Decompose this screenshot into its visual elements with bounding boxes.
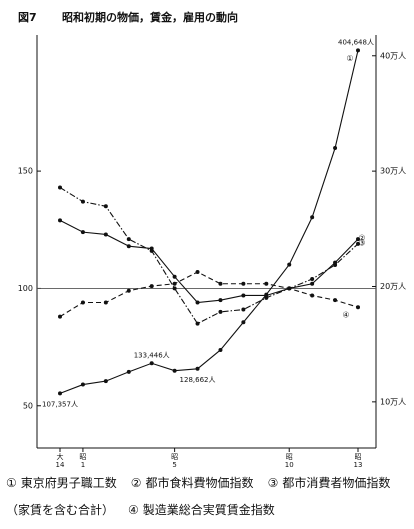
point: [172, 281, 177, 286]
point: [310, 277, 315, 282]
point: [241, 320, 246, 325]
value-label: 107,357人: [42, 400, 78, 408]
point: [172, 274, 177, 279]
point: [149, 361, 154, 366]
figure-label: 図7: [18, 10, 37, 24]
x-tick-label: 昭 13: [353, 453, 363, 469]
point: [333, 260, 338, 265]
point: [58, 314, 62, 319]
y-tick-label: 100: [18, 284, 33, 293]
point: [333, 146, 338, 151]
legend-label: 東京府男子職工数: [20, 476, 117, 490]
point: [103, 379, 108, 384]
point: [195, 366, 200, 371]
point: [287, 262, 292, 267]
point: [356, 48, 360, 53]
point: [172, 368, 177, 373]
point: [103, 232, 108, 237]
value-label: 133,446人: [134, 351, 170, 359]
value-label: 404,648人: [338, 38, 374, 46]
point: [126, 369, 131, 374]
x-tick-label: 大 14: [55, 453, 65, 469]
point: [264, 281, 269, 286]
series-marker: ③: [358, 239, 365, 248]
series-marker: ②: [358, 233, 365, 242]
point: [58, 218, 62, 223]
point: [310, 281, 315, 286]
point: [172, 286, 177, 291]
point: [103, 204, 108, 209]
point: [80, 300, 85, 305]
point: [195, 321, 200, 326]
point: [58, 185, 62, 190]
series-line: [59, 219, 359, 304]
series-line: [59, 50, 359, 394]
legend-marker: ②: [130, 476, 142, 490]
point: [356, 241, 360, 246]
point: [241, 307, 246, 312]
series-marker: ④: [342, 311, 349, 320]
point: [126, 237, 131, 242]
point: [218, 309, 223, 314]
point: [218, 298, 223, 303]
point: [80, 199, 85, 204]
y-tick-label: 50: [23, 401, 33, 410]
legend-marker: ④: [128, 503, 139, 517]
point: [356, 305, 360, 310]
chart-title: 昭和初期の物価，賃金，雇用の動向: [62, 10, 238, 24]
point: [149, 246, 154, 251]
point: [149, 284, 154, 289]
legend-marker: ①: [6, 476, 17, 490]
legend-label: 製造業総合実質賃金指数: [142, 503, 275, 517]
legend: ① 東京府男子職工数 ② 都市食料費物価指数 ③ 都市消費者物価指数（家賃を含む合計） ④ 製…: [6, 470, 410, 524]
point: [218, 281, 223, 286]
y-tick-label: 150: [18, 167, 33, 176]
y2-tick-label: 30万人: [380, 167, 406, 176]
point: [58, 391, 62, 396]
point: [80, 382, 85, 387]
series-line: [59, 271, 359, 318]
y2-tick-label: 20万人: [380, 282, 406, 291]
point: [241, 281, 246, 286]
point: [126, 288, 131, 293]
point: [103, 300, 108, 305]
y2-tick-label: 40万人: [380, 51, 406, 60]
legend-label: 都市消費者物価指数（家賃を含む合計）: [6, 476, 391, 517]
point: [264, 293, 269, 298]
x-tick-label: 昭 1: [79, 453, 87, 469]
point: [310, 293, 315, 298]
x-tick-label: 昭 5: [171, 453, 179, 469]
point: [310, 215, 315, 220]
legend-label: 都市食料費物価指数: [145, 476, 254, 490]
point: [287, 286, 292, 291]
point: [80, 230, 85, 235]
value-label: 128,662人: [180, 376, 216, 384]
point: [195, 300, 200, 305]
x-tick-label: 昭 10: [284, 453, 294, 469]
point: [333, 298, 338, 303]
point: [356, 237, 360, 242]
point: [241, 293, 246, 298]
point: [218, 347, 223, 352]
y2-tick-label: 10万人: [380, 397, 406, 406]
legend-marker: ③: [267, 476, 279, 490]
point: [126, 244, 131, 249]
series-line: [59, 187, 359, 325]
series-marker: ①: [346, 54, 353, 63]
point: [195, 270, 200, 275]
